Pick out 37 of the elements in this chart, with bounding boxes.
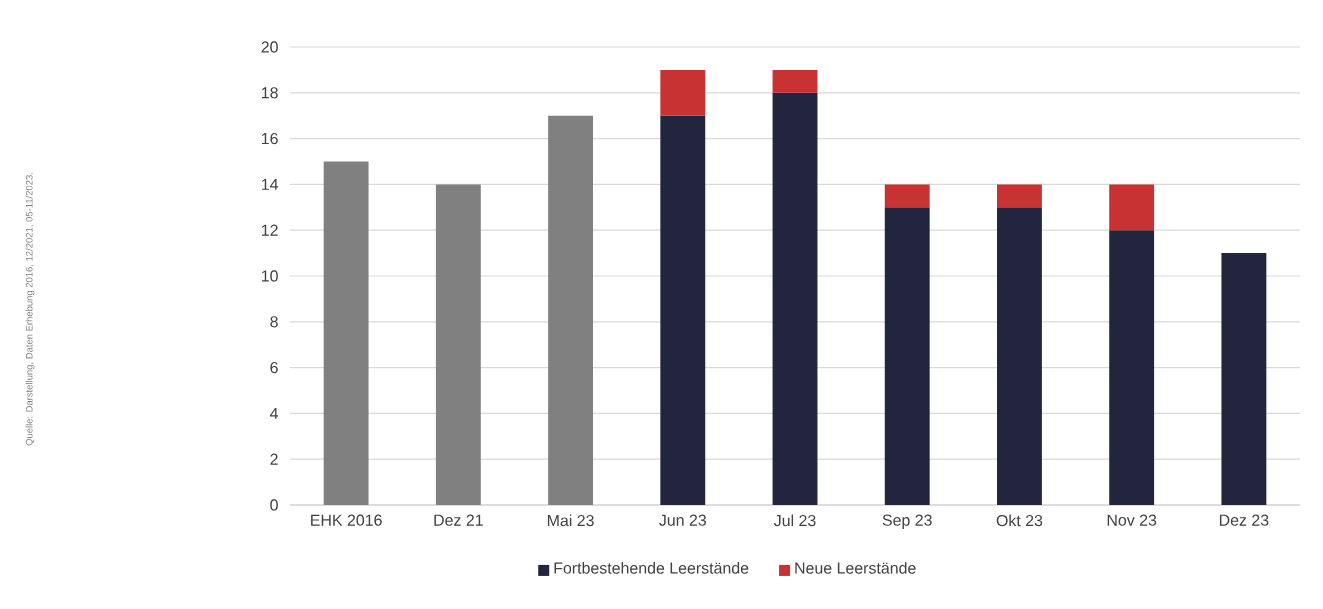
x-tick-label: Nov 23 [1107, 514, 1157, 526]
bar [997, 207, 1042, 505]
x-tick-label: Okt 23 [996, 514, 1043, 527]
bar [435, 184, 481, 505]
x-tick-label: Dez 23 [1219, 514, 1269, 526]
y-tick-label: 4 [269, 407, 279, 419]
bar [660, 115, 706, 505]
y-tick-label: 6 [270, 361, 278, 374]
y-tick-label: 16 [261, 132, 278, 145]
x-tick-label: EHK 2016 [311, 514, 382, 526]
bar [323, 161, 369, 505]
x-tick-label: Mai 23 [547, 514, 594, 527]
bar [772, 69, 818, 93]
legend-label: Fortbestehende Leerstände [554, 562, 749, 574]
y-tick-label: 18 [261, 87, 278, 99]
bar [997, 184, 1042, 208]
y-tick-label: 10 [261, 270, 278, 282]
bar [1109, 230, 1155, 505]
y-tick-label: 12 [261, 224, 278, 236]
bar [660, 69, 706, 116]
y-tick-label: 2 [270, 453, 278, 465]
bar [1109, 184, 1155, 231]
source-note: Quelle: Darstellung, Daten Erhebung 2016, 12/2021, 05-11/2023. [25, 173, 35, 446]
legend-label: Neue Leerstände [795, 562, 916, 574]
x-tick-label: Jul 23 [773, 514, 816, 527]
y-tick-label: 20 [261, 41, 278, 53]
x-tick-label: Jun 23 [659, 514, 706, 526]
y-tick-label: 8 [270, 316, 278, 328]
bar [548, 115, 594, 505]
bar [772, 92, 818, 505]
bar [884, 207, 930, 505]
x-tick-label: Dez 21 [434, 514, 483, 526]
y-tick-label: 14 [261, 178, 279, 190]
bar [1221, 253, 1267, 505]
x-tick-label: Sep 23 [882, 514, 932, 529]
bar [884, 184, 930, 208]
y-tick-label: 0 [270, 499, 278, 511]
